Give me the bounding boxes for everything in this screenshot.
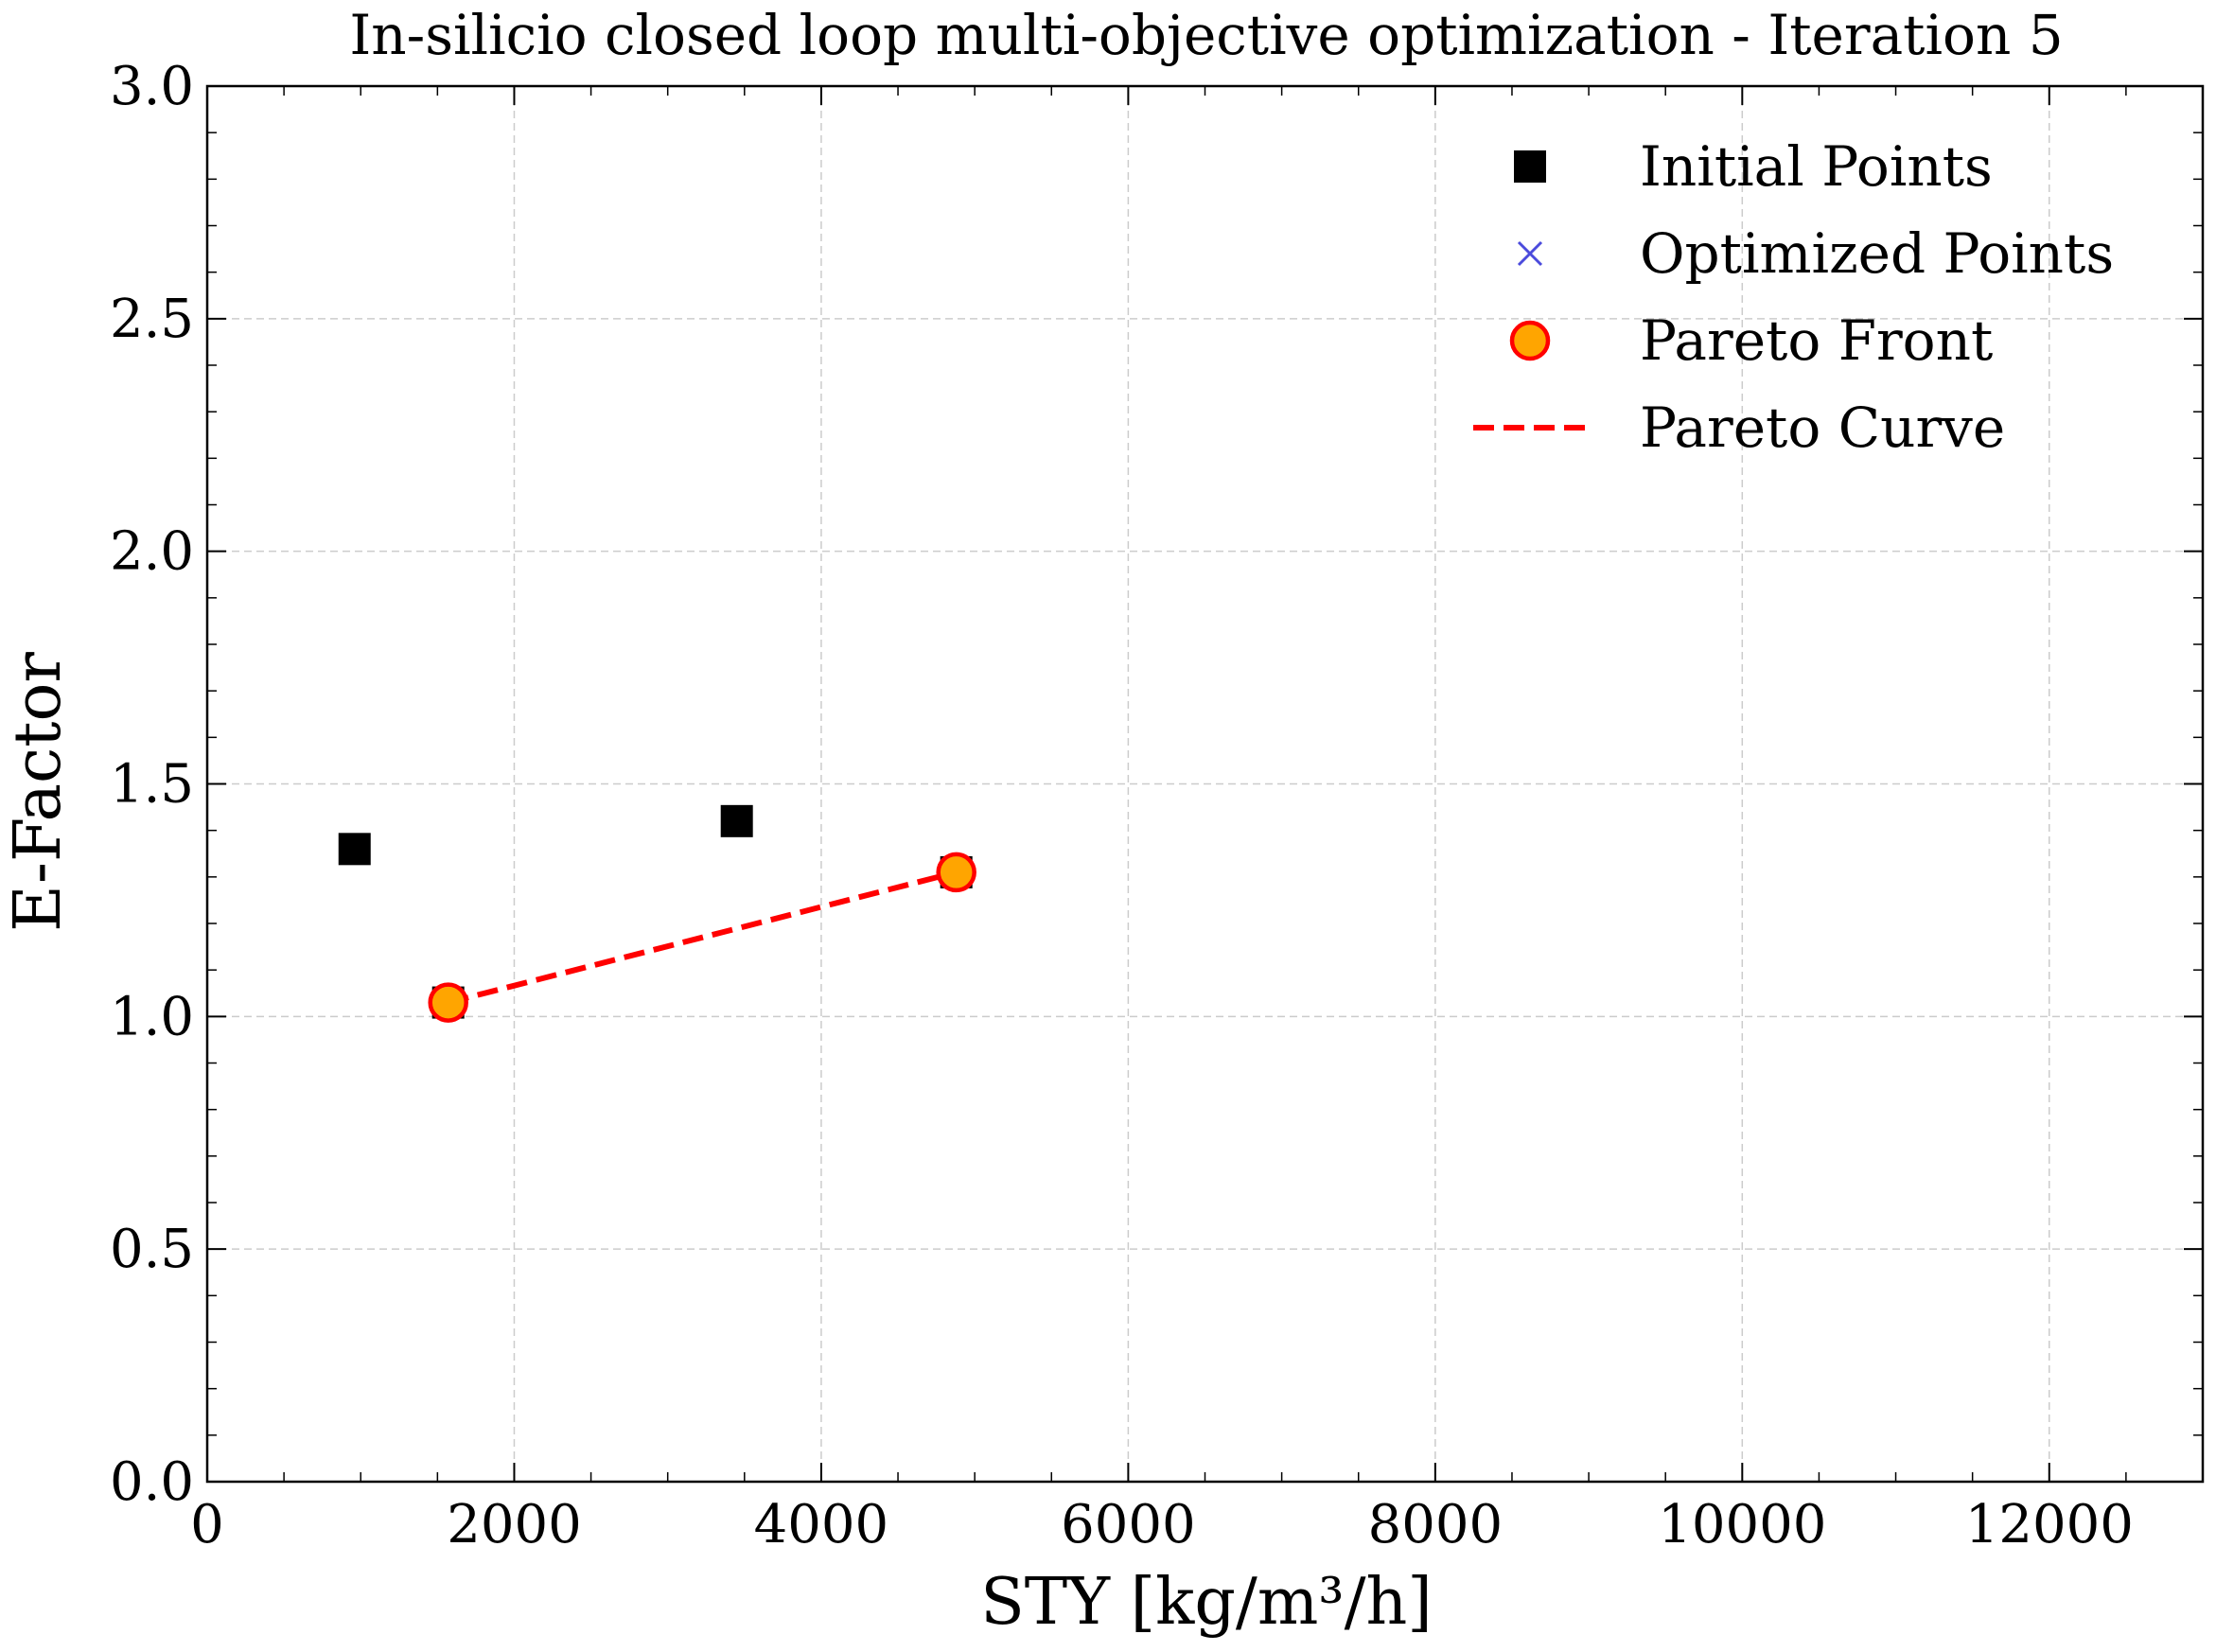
grid: [207, 86, 2203, 1482]
x-tick-label: 10000: [1658, 1494, 1826, 1555]
legend-label: Initial Points: [1640, 134, 1993, 199]
x-axis-label: STY [kg/m³/h]: [980, 1565, 1433, 1640]
legend-label: Pareto Front: [1640, 308, 1993, 373]
legend-item: Pareto Curve: [1473, 395, 2005, 460]
y-tick-label: 3.0: [110, 56, 194, 117]
y-tick-label: 0.5: [110, 1219, 194, 1280]
legend-label: Optimized Points: [1640, 221, 2114, 286]
y-tick-label: 2.0: [110, 521, 194, 583]
legend-item: Pareto Front: [1509, 308, 1993, 373]
pareto-front-marker: [428, 982, 468, 1023]
x-tick-label: 4000: [754, 1494, 889, 1555]
x-tick-label: 6000: [1061, 1494, 1196, 1555]
initial-point-marker: [720, 804, 753, 837]
legend-item: Initial Points: [1514, 134, 1993, 199]
x-tick-label: 2000: [447, 1494, 582, 1555]
y-tick-label: 2.5: [110, 289, 194, 350]
y-axis-label: E-Factor: [1, 652, 76, 932]
legend-item: Optimized Points: [1517, 221, 2114, 286]
legend-label: Pareto Curve: [1640, 395, 2005, 460]
y-tick-label: 0.0: [110, 1451, 194, 1513]
legend-x-marker: [1517, 240, 1543, 267]
initial-point-marker: [338, 833, 371, 866]
x-tick-label: 8000: [1368, 1494, 1504, 1555]
chart-title: In-silicio closed loop multi-objective o…: [349, 3, 2063, 67]
legend: Initial Points Optimized Points Pareto Fro…: [1473, 134, 2114, 460]
tick-labels: 0 2000 4000 6000 8000 10000 12000 0.0 0.5 1.0 1.5 2…: [110, 56, 2134, 1555]
x-tick-label: 12000: [1965, 1494, 2134, 1555]
pareto-front-marker: [936, 852, 976, 893]
y-tick-label: 1.5: [110, 754, 194, 816]
x-tick-label: 0: [190, 1494, 224, 1555]
pareto-curve-line: [447, 870, 958, 1006]
legend-square-marker: [1514, 150, 1546, 183]
ticks: [206, 85, 2203, 1483]
series-layer: [338, 804, 976, 1023]
legend-circle-marker: [1509, 320, 1551, 361]
y-tick-label: 1.0: [110, 986, 194, 1047]
